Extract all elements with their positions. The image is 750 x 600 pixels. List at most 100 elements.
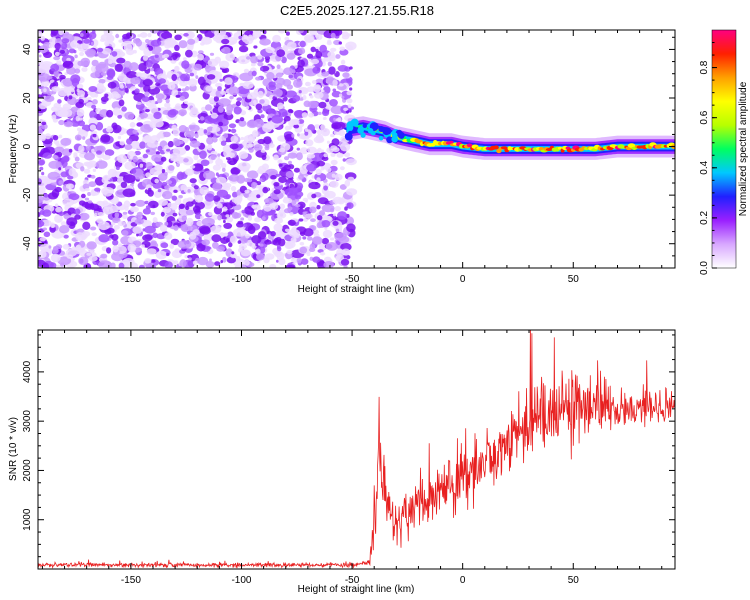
noise-blob <box>195 75 199 79</box>
noise-blob <box>185 217 194 227</box>
noise-blob <box>161 181 168 187</box>
noise-blob <box>174 66 179 71</box>
noise-blob <box>131 141 140 148</box>
colorbar-tick-label: 0.4 <box>699 160 710 174</box>
noise-blob <box>260 114 265 119</box>
noise-blob <box>344 206 348 211</box>
noise-blob <box>340 249 346 254</box>
noise-blob <box>225 214 230 218</box>
noise-blob <box>287 219 296 226</box>
noise-blob <box>288 160 292 165</box>
noise-blob <box>172 146 187 156</box>
noise-blob <box>287 108 293 113</box>
noise-blob <box>52 135 59 141</box>
noise-blob <box>74 208 81 216</box>
noise-blob <box>43 51 53 58</box>
noise-blob <box>315 168 322 176</box>
noise-blob <box>136 211 143 218</box>
noise-blob <box>230 167 241 175</box>
spectrogram-x-tick-label: 0 <box>460 274 466 285</box>
noise-blob <box>285 228 290 232</box>
noise-blob <box>107 125 112 130</box>
noise-blob <box>213 95 219 102</box>
noise-blob <box>134 218 144 225</box>
spectrogram-y-tick-label: 0 <box>22 143 33 149</box>
noise-blob <box>299 246 308 254</box>
noise-blob <box>92 134 97 138</box>
noise-blob <box>318 101 327 109</box>
noise-blob <box>237 162 251 171</box>
noise-blob <box>288 74 294 79</box>
noise-blob <box>306 53 314 59</box>
noise-blob <box>243 145 249 150</box>
noise-blob <box>86 241 97 250</box>
noise-blob <box>229 235 237 244</box>
noise-blob <box>59 74 66 80</box>
noise-blob <box>144 258 152 264</box>
noise-blob <box>164 171 168 177</box>
noise-blob <box>143 84 151 93</box>
noise-blob <box>66 57 71 62</box>
noise-blob <box>44 133 52 140</box>
noise-blob <box>284 156 290 161</box>
noise-blob <box>47 171 61 180</box>
noise-blob <box>164 102 171 108</box>
noise-blob <box>89 110 97 119</box>
noise-blob <box>102 174 111 181</box>
noise-blob <box>293 124 300 129</box>
noise-blob <box>227 158 238 165</box>
noise-blob <box>270 175 277 180</box>
noise-blob <box>273 223 283 232</box>
noise-blob <box>190 107 199 115</box>
colorbar-label: Normalized spectral amplitude <box>738 81 749 216</box>
noise-blob <box>51 86 60 92</box>
noise-blob <box>106 247 112 254</box>
noise-blob <box>243 259 250 266</box>
noise-blob <box>91 59 99 67</box>
noise-blob <box>260 67 264 71</box>
noise-blob <box>82 221 91 230</box>
noise-blob <box>137 116 142 121</box>
noise-blob <box>193 185 199 190</box>
noise-blob <box>228 242 233 248</box>
signal-point <box>378 135 384 141</box>
snr-y-tick-label: 3000 <box>22 410 33 433</box>
noise-blob <box>158 40 168 47</box>
noise-blob <box>223 149 232 158</box>
noise-blob <box>261 172 269 181</box>
noise-blob <box>278 176 287 184</box>
noise-blob <box>333 213 337 217</box>
noise-blob <box>183 57 187 61</box>
noise-blob <box>43 193 49 198</box>
noise-blob <box>130 168 137 174</box>
noise-blob <box>246 193 259 202</box>
noise-blob <box>170 238 180 246</box>
noise-blob <box>134 150 141 156</box>
noise-blob <box>136 122 143 127</box>
noise-blob <box>299 40 306 48</box>
noise-blob <box>229 95 234 100</box>
noise-blob <box>54 51 60 57</box>
noise-blob <box>130 202 136 207</box>
noise-blob <box>115 33 120 39</box>
noise-blob <box>346 98 353 104</box>
noise-blob <box>127 79 131 84</box>
noise-blob <box>149 67 155 72</box>
noise-blob <box>273 154 279 161</box>
noise-blob <box>333 124 338 129</box>
noise-blob <box>334 206 341 212</box>
noise-blob <box>189 165 196 169</box>
noise-blob <box>48 245 52 249</box>
noise-blob <box>345 158 357 166</box>
noise-blob <box>319 251 326 256</box>
noise-blob <box>247 70 253 77</box>
noise-blob <box>261 216 266 221</box>
noise-blob <box>338 41 342 45</box>
noise-blob <box>56 60 62 65</box>
noise-blob <box>341 31 349 38</box>
noise-blob <box>100 72 107 76</box>
noise-blob <box>38 250 47 259</box>
noise-blob <box>307 146 317 154</box>
noise-blob <box>91 232 97 237</box>
noise-blob <box>60 262 65 267</box>
